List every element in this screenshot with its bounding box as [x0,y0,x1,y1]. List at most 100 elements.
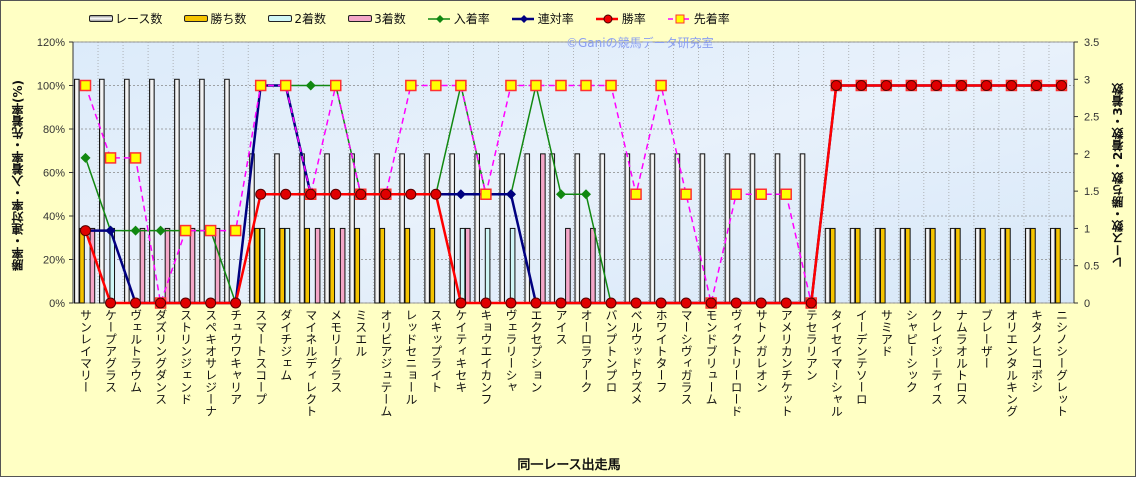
bar-thirds [139,227,146,304]
x-tick-label: アイス [554,309,568,345]
bar-races [774,153,781,304]
marker-diamond [581,189,592,200]
marker-circle [380,188,392,200]
legend-swatch [348,15,373,22]
bar-races [524,153,531,304]
bar-races [849,227,856,304]
bar-wins [354,227,361,304]
marker-square [405,79,417,92]
x-tick-label: ブレーザー [979,308,993,369]
bar-thirds [565,227,571,304]
bar-wins [429,227,436,304]
x-tick-label: ホワイトターフ [654,309,668,393]
y-tick-label-left: 40% [43,211,65,223]
bar-wins [404,227,411,304]
marker-circle [980,80,992,91]
bar-races [824,227,831,304]
bar-races [374,153,380,304]
marker-diamond [130,225,141,236]
y-tick-label-left: 120% [37,37,65,49]
legend-label: 2着数 [294,12,327,26]
marker-square [254,79,267,92]
marker-circle [180,297,192,309]
bar-races [474,153,480,304]
bar-races [974,227,981,304]
x-tick-label: クレイジーティス [929,309,943,405]
marker-circle [205,297,217,309]
bar-wins [254,227,260,304]
y-axis-right-title: レース数・勝ち数・2着数・3着数 [1111,83,1125,269]
x-tick-label: オーロラアーク [579,309,593,393]
marker-square [330,79,342,92]
bar-thirds [464,227,471,304]
marker-square [430,79,442,92]
marker-square [680,188,692,200]
x-tick-label: サミアド [879,309,893,357]
legend-item-win-rate: 勝率 [595,10,646,27]
x-tick-label: イーデンテソーロ [854,309,868,405]
bar-races [674,153,681,304]
x-tick-label: シャピーシック [904,309,918,393]
y-tick-label-right: 1 [1084,223,1090,235]
x-tick-label: スペキオサレジーナ [204,309,218,417]
marker-square [204,224,217,237]
marker-circle [830,80,842,91]
x-tick-label: ストリンジェンド [179,309,193,405]
marker-circle [880,80,892,91]
bar-races [1049,227,1056,304]
y-tick-label-right: 0.5 [1084,261,1099,273]
y-tick-label-left: 60% [43,168,65,180]
y-tick-label-right: 0 [1084,298,1090,310]
x-tick-label: キタノヒコボシ [1029,309,1043,393]
legend-label: 入着率 [453,12,490,26]
marker-circle [455,297,467,309]
bar-races [899,227,906,304]
marker-square [279,79,292,92]
marker-square [655,79,667,92]
marker-circle [680,297,692,309]
bar-thirds [339,227,346,304]
bar-wins [304,227,311,304]
y-tick-label-left: 100% [37,81,65,93]
x-tick-label: ミスエル [354,309,368,357]
bar-wins [279,227,285,304]
marker-square [179,224,192,237]
bar-thirds [89,227,96,304]
legend-label: 先着率 [693,12,730,26]
bar-wins [905,227,911,304]
marker-circle [705,297,717,309]
bar-races [799,153,806,304]
marker-square [79,79,92,92]
bar-races [199,78,205,304]
x-tick-label: ダイチジェム [279,309,293,381]
bar-thirds [214,227,221,304]
legend-label: 勝ち数 [210,12,247,26]
x-tick-label: キョウエイカンフ [479,309,493,405]
x-tick-label: アメリカンチケット [779,309,793,417]
marker-circle [630,297,642,309]
marker-circle [730,297,742,309]
bar-wins [1005,227,1011,304]
marker-circle [230,297,242,309]
marker-diamond [80,152,91,163]
bar-races [1024,227,1031,304]
bar-seconds [259,227,266,304]
marker-circle [155,297,167,309]
bar-wins [329,227,336,304]
y-tick-label-left: 20% [43,255,65,267]
marker-circle [355,188,367,200]
marker-diamond [505,189,516,200]
legend-item-thirds: 3着数 [348,10,406,27]
y-tick-label-right: 2 [1084,149,1090,161]
bar-races [549,153,556,304]
legend-swatch [268,15,293,22]
marker-square [730,188,742,200]
marker-square [480,188,492,200]
x-tick-label: ケープアグラス [104,309,118,393]
legend-line-icon [511,14,534,23]
marker-circle [955,80,967,91]
x-tick-label: マーシヴィガラス [679,309,693,405]
legend-item-wins: 勝ち数 [184,10,246,27]
bar-wins [1030,227,1036,304]
